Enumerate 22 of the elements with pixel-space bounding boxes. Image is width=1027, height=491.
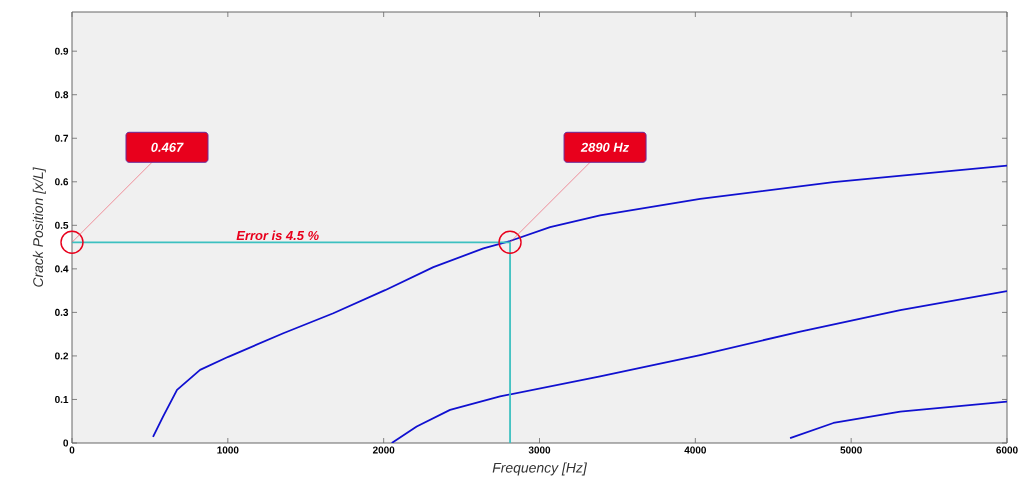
x-tick-label: 0 <box>69 446 75 454</box>
y-tick-label: 0.8 <box>55 91 69 99</box>
annotation: 2890 Hz <box>580 142 630 152</box>
x-tick-label: 6000 <box>996 446 1018 454</box>
y-tick-label: 0.7 <box>55 134 69 142</box>
y-tick-label: 0.2 <box>55 352 69 360</box>
y-tick-label: 0.9 <box>55 47 69 55</box>
x-tick-label: 1000 <box>217 446 239 454</box>
y-tick-label: 0.4 <box>55 265 69 273</box>
x-tick-label: 2000 <box>372 446 395 454</box>
x-axis-title: Frequency [Hz] <box>492 462 588 476</box>
x-tick-label: 4000 <box>684 446 707 454</box>
annotation: Error is 4.5 % <box>236 230 319 241</box>
y-tick-label: 0.3 <box>55 308 69 316</box>
y-tick-label: 0.6 <box>55 178 69 186</box>
y-tick-label: 0 <box>63 439 69 447</box>
annotation: 0.467 <box>151 142 184 152</box>
y-axis-title: Crack Position [x/L] <box>32 167 46 287</box>
x-tick-label: 5000 <box>840 446 862 454</box>
y-tick-label: 0.1 <box>55 395 69 403</box>
x-tick-label: 3000 <box>528 446 551 454</box>
y-tick-label: 0.5 <box>55 221 69 229</box>
